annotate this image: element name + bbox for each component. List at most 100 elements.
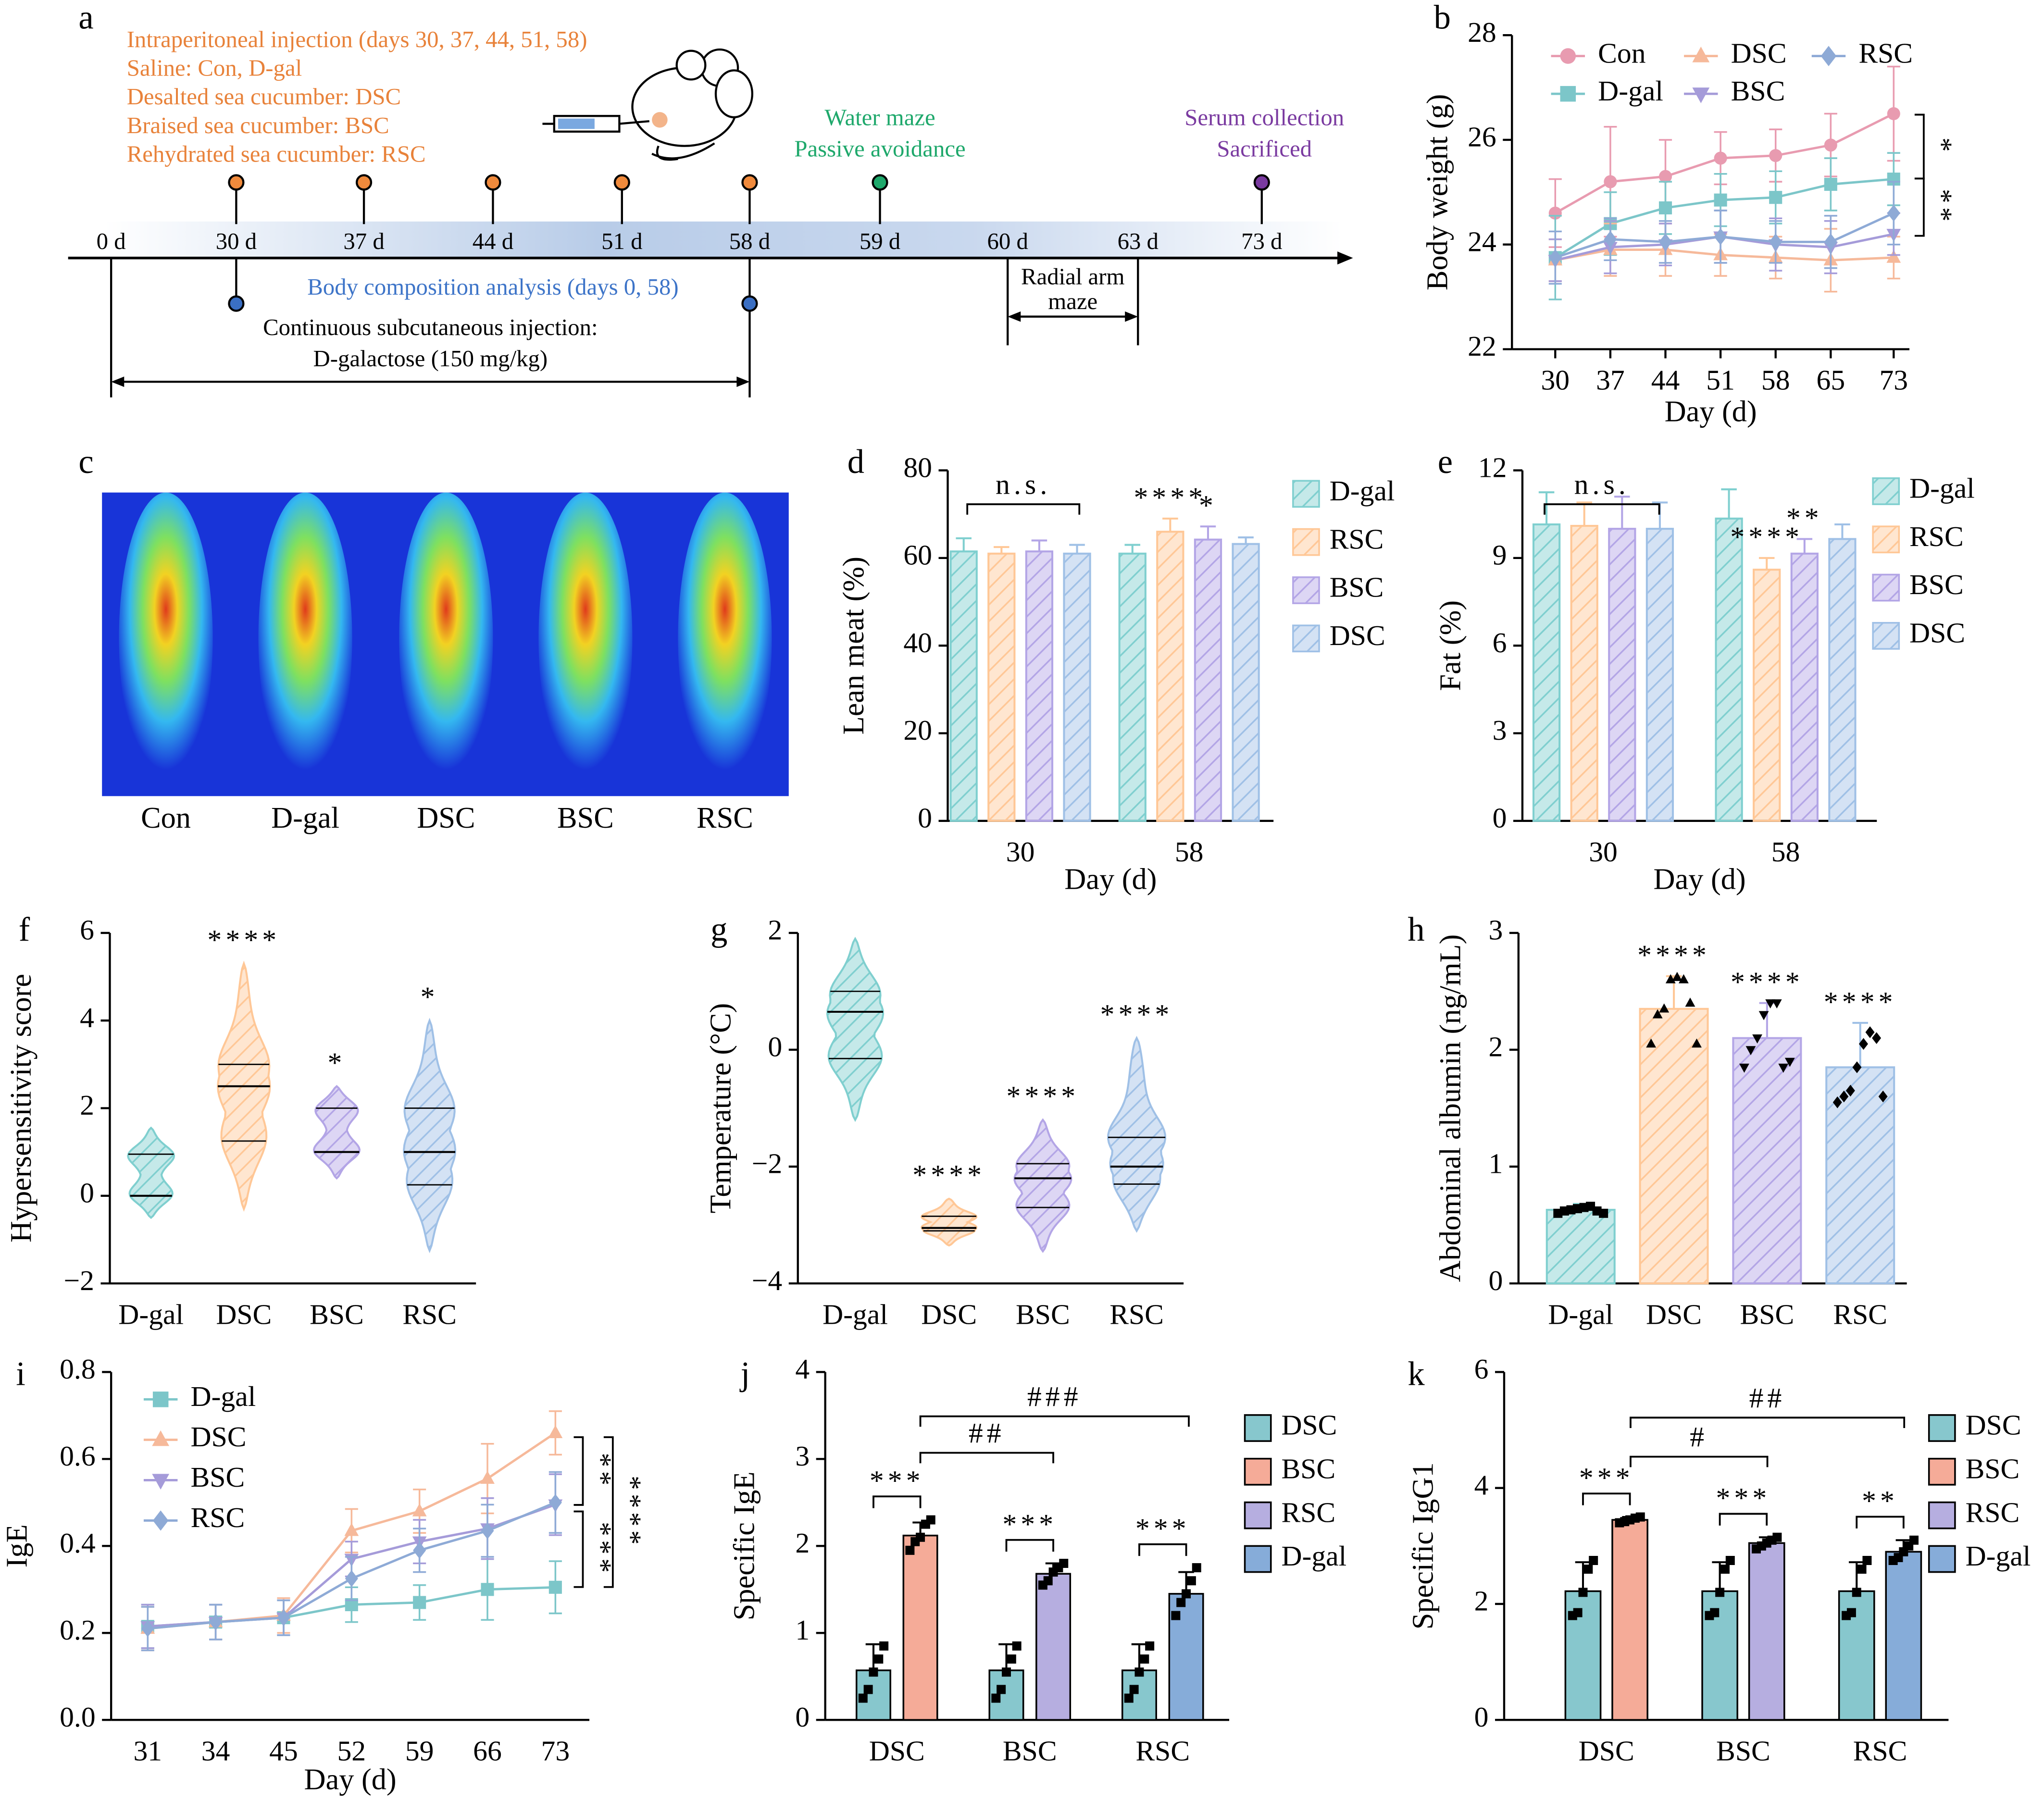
- group-label: RSC: [697, 801, 753, 834]
- point: [1604, 175, 1617, 188]
- panel-label: c: [78, 443, 93, 481]
- data-point: [916, 1532, 925, 1542]
- bar: [1570, 525, 1598, 822]
- label-bg: [1014, 264, 1132, 311]
- data-point: [1865, 1026, 1875, 1038]
- annotation: n.s.: [996, 469, 1051, 500]
- y-tick-label: 4: [80, 1002, 94, 1033]
- legend-swatch: [1872, 621, 1900, 650]
- arrow-heads: [111, 311, 1138, 387]
- x-tick-label: BSC: [310, 1298, 364, 1330]
- x-tick-label: RSC: [1853, 1735, 1907, 1766]
- significance-label: ****: [1730, 521, 1803, 553]
- y-tick-label: 0: [795, 1701, 810, 1733]
- x-tick-label: D-gal: [823, 1298, 888, 1330]
- x-tick-label: BSC: [1716, 1735, 1770, 1766]
- y-tick-label: −2: [752, 1148, 782, 1180]
- legend-label: D-gal: [1330, 475, 1395, 507]
- x-tick-label: RSC: [1109, 1298, 1164, 1330]
- legend-label: BSC: [1966, 1453, 2020, 1485]
- legend-swatch: [1244, 1501, 1272, 1529]
- injection-line: Intraperitoneal injection (days 30, 37, …: [127, 26, 587, 52]
- data-point: [1710, 1608, 1720, 1617]
- data-point: [1182, 1589, 1191, 1599]
- data-point: [1659, 1003, 1670, 1013]
- data-point: [1846, 1608, 1856, 1617]
- point: [413, 1541, 426, 1559]
- legend-marker: [1560, 86, 1576, 102]
- x-tick-label: 66: [473, 1735, 502, 1766]
- panel-label: e: [1438, 443, 1453, 481]
- data-point: [1176, 1598, 1186, 1607]
- day-label: 0 d: [97, 228, 126, 254]
- data-point: [1832, 1096, 1842, 1108]
- data-point: [1007, 1654, 1016, 1664]
- data-point: [1845, 1084, 1855, 1097]
- violin: [921, 1197, 978, 1247]
- bar: [1232, 543, 1260, 822]
- data-point: [926, 1515, 935, 1525]
- significance-label: **: [1862, 1485, 1898, 1516]
- bar: [1838, 1590, 1875, 1721]
- legend-label: DSC: [1330, 620, 1385, 651]
- data-point: [858, 1693, 868, 1703]
- legend-swatch: [1928, 1545, 1956, 1573]
- point: [1604, 231, 1617, 248]
- data-point: [1692, 1038, 1702, 1048]
- y-tick-label: 3: [1488, 914, 1503, 946]
- point: [1714, 151, 1727, 165]
- panel-label: f: [19, 911, 30, 948]
- point: [1658, 170, 1672, 183]
- bar: [902, 1534, 938, 1721]
- radial-text: maze: [1048, 288, 1097, 314]
- legend-marker: [152, 1510, 169, 1531]
- data-point: [1745, 1046, 1756, 1056]
- pins: [110, 174, 1270, 398]
- significance-label: ****: [1100, 998, 1173, 1030]
- legend-marker: [152, 1392, 169, 1407]
- violin: [1013, 1118, 1072, 1253]
- legend-label: D-gal: [1909, 472, 1975, 504]
- data-point: [1862, 1556, 1872, 1565]
- bracket: [1719, 1513, 1768, 1526]
- panel-label: g: [710, 911, 727, 948]
- violin: [403, 1018, 457, 1254]
- data-point: [1059, 1559, 1069, 1568]
- y-tick-label: −2: [63, 1265, 94, 1296]
- x-tick-label: 34: [201, 1735, 230, 1766]
- data-point: [1578, 1588, 1588, 1597]
- point: [412, 1503, 427, 1516]
- annotation: ###: [1027, 1380, 1082, 1412]
- galactose-text: Continuous subcutaneous injection:: [263, 314, 598, 340]
- bracket: [1544, 503, 1660, 515]
- y-tick-label: 12: [1478, 451, 1507, 483]
- significance-label: ***: [1135, 1512, 1190, 1544]
- bracket: [919, 1452, 1054, 1464]
- panel-label: h: [1408, 911, 1424, 948]
- y-tick-label: 2: [795, 1527, 810, 1559]
- y-tick-label: 0: [1493, 802, 1507, 833]
- y-tick-label: 80: [903, 451, 932, 483]
- x-tick-label: 65: [1817, 364, 1845, 396]
- y-tick-label: 2: [768, 914, 782, 946]
- legend-label: D-gal: [1281, 1540, 1346, 1572]
- panel-label: i: [16, 1355, 25, 1392]
- y-tick-label: 1: [795, 1614, 810, 1646]
- y-axis-label: Specific IgG1: [1407, 1462, 1440, 1629]
- point: [548, 1580, 562, 1594]
- data-point: [997, 1685, 1006, 1694]
- point: [1658, 201, 1672, 215]
- bracket: [872, 1495, 922, 1508]
- y-tick-label: 0: [1474, 1701, 1489, 1733]
- bracket: [1914, 113, 1925, 180]
- injection-line: Desalted sea cucumber: DSC: [127, 84, 401, 110]
- y-tick-label: 4: [795, 1353, 810, 1385]
- legend-swatch: [1292, 528, 1320, 556]
- legend-label: DSC: [191, 1421, 247, 1453]
- data-point: [1858, 1038, 1868, 1050]
- bar: [1645, 528, 1674, 822]
- data-point: [1852, 1061, 1862, 1073]
- legend-label: RSC: [1966, 1496, 2020, 1528]
- x-tick-label: RSC: [402, 1298, 457, 1330]
- data-point: [1171, 1611, 1181, 1620]
